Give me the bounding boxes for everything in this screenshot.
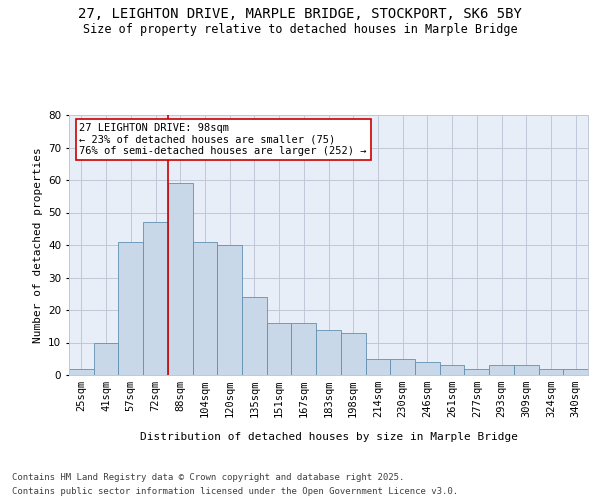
Text: Contains HM Land Registry data © Crown copyright and database right 2025.: Contains HM Land Registry data © Crown c… xyxy=(12,472,404,482)
Bar xyxy=(94,342,118,375)
Bar xyxy=(143,222,168,375)
Y-axis label: Number of detached properties: Number of detached properties xyxy=(32,147,43,343)
Text: Distribution of detached houses by size in Marple Bridge: Distribution of detached houses by size … xyxy=(140,432,518,442)
Bar xyxy=(464,368,489,375)
Bar xyxy=(193,242,217,375)
Bar xyxy=(69,368,94,375)
Bar xyxy=(118,242,143,375)
Bar xyxy=(563,368,588,375)
Bar xyxy=(267,323,292,375)
Bar xyxy=(292,323,316,375)
Bar xyxy=(440,365,464,375)
Bar xyxy=(390,359,415,375)
Text: 27, LEIGHTON DRIVE, MARPLE BRIDGE, STOCKPORT, SK6 5BY: 27, LEIGHTON DRIVE, MARPLE BRIDGE, STOCK… xyxy=(78,8,522,22)
Text: 27 LEIGHTON DRIVE: 98sqm
← 23% of detached houses are smaller (75)
76% of semi-d: 27 LEIGHTON DRIVE: 98sqm ← 23% of detach… xyxy=(79,123,367,156)
Text: Contains public sector information licensed under the Open Government Licence v3: Contains public sector information licen… xyxy=(12,488,458,496)
Bar xyxy=(365,359,390,375)
Bar xyxy=(514,365,539,375)
Text: Size of property relative to detached houses in Marple Bridge: Size of property relative to detached ho… xyxy=(83,22,517,36)
Bar xyxy=(341,333,365,375)
Bar xyxy=(242,297,267,375)
Bar xyxy=(539,368,563,375)
Bar xyxy=(168,183,193,375)
Bar xyxy=(217,245,242,375)
Bar xyxy=(415,362,440,375)
Bar xyxy=(489,365,514,375)
Bar xyxy=(316,330,341,375)
